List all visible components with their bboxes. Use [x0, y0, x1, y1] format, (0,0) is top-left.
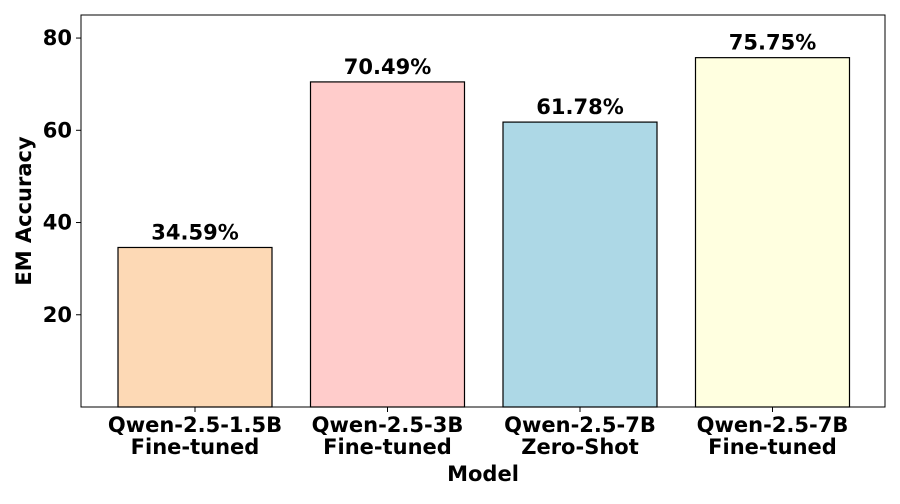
y-tick-label-20: 20: [43, 303, 72, 327]
y-tick-label-80: 80: [43, 26, 72, 50]
bar-2: [309, 81, 466, 408]
bar-3: [502, 121, 658, 408]
x-tick-label-3-line-2: Zero-Shot: [521, 435, 639, 459]
bar-value-label-2: 70.49%: [344, 55, 431, 79]
x-tick-label-3-line-1: Qwen-2.5-7B: [504, 413, 656, 437]
bar-1: [117, 246, 273, 408]
bar-4: [694, 57, 851, 408]
x-tick-label-4-line-2: Fine-tuned: [708, 435, 837, 459]
y-axis-title: EM Accuracy: [12, 136, 36, 286]
y-axis: 20 40 60 80: [43, 26, 81, 327]
x-tick-label-4-line-1: Qwen-2.5-7B: [697, 413, 849, 437]
x-tick-label-1-line-2: Fine-tuned: [131, 435, 260, 459]
x-tick-label-1-line-1: Qwen-2.5-1.5B: [108, 413, 282, 437]
bar-value-label-3: 61.78%: [536, 95, 623, 119]
bar-value-label-4: 75.75%: [729, 31, 816, 55]
x-tick-label-2-line-2: Fine-tuned: [323, 435, 452, 459]
x-tick-label-2-line-1: Qwen-2.5-3B: [312, 413, 464, 437]
bars-layer: 34.59% 70.49% 61.78% 75.75%: [117, 31, 851, 408]
x-axis-title: Model: [447, 462, 519, 486]
y-tick-label-40: 40: [43, 211, 72, 235]
x-axis: Qwen-2.5-1.5BFine-tunedQwen-2.5-3BFine-t…: [108, 407, 849, 459]
bar-value-label-1: 34.59%: [151, 220, 238, 244]
y-tick-label-60: 60: [43, 118, 72, 142]
plot-frame: [80, 14, 886, 408]
